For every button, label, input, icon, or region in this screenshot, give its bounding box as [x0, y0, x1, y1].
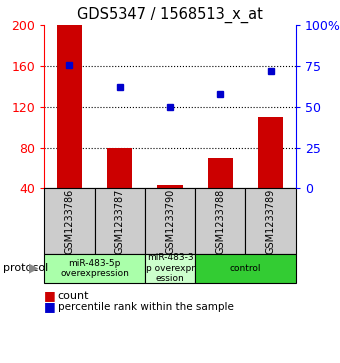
- Bar: [145, 253, 195, 283]
- Text: ■: ■: [44, 300, 56, 313]
- Bar: [157, 185, 183, 188]
- Bar: [195, 253, 296, 283]
- Text: miR-483-3
p overexpr
ession: miR-483-3 p overexpr ession: [146, 253, 194, 283]
- Text: GSM1233787: GSM1233787: [115, 188, 125, 254]
- Bar: [195, 188, 245, 253]
- Title: GDS5347 / 1568513_x_at: GDS5347 / 1568513_x_at: [77, 7, 263, 23]
- Text: percentile rank within the sample: percentile rank within the sample: [58, 302, 234, 312]
- Bar: [245, 188, 296, 253]
- Text: GSM1233789: GSM1233789: [266, 188, 276, 253]
- Text: control: control: [230, 264, 261, 273]
- Text: count: count: [58, 291, 89, 301]
- Text: GSM1233786: GSM1233786: [64, 188, 74, 253]
- Text: ■: ■: [44, 289, 56, 302]
- Text: ▶: ▶: [29, 262, 39, 275]
- Bar: [44, 253, 145, 283]
- Text: miR-483-5p
overexpression: miR-483-5p overexpression: [60, 258, 129, 278]
- Bar: [208, 158, 233, 188]
- Bar: [258, 117, 283, 188]
- Bar: [145, 188, 195, 253]
- Text: GSM1233790: GSM1233790: [165, 188, 175, 253]
- Bar: [44, 188, 95, 253]
- Bar: [57, 25, 82, 188]
- Bar: [95, 188, 145, 253]
- Bar: [107, 148, 132, 188]
- Text: GSM1233788: GSM1233788: [215, 188, 225, 253]
- Text: protocol: protocol: [3, 263, 49, 273]
